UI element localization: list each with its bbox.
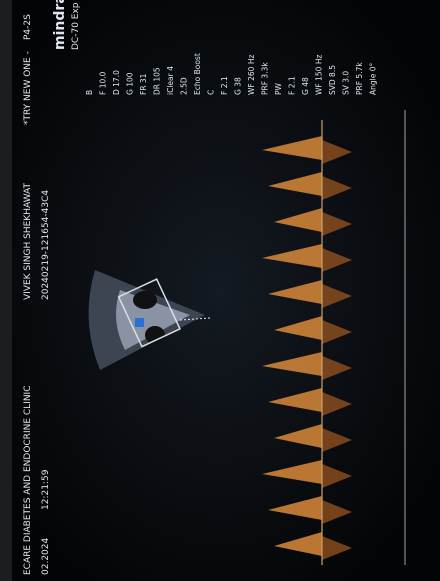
- time: 12:21:59: [41, 469, 51, 510]
- doppler-reverse: [322, 284, 352, 308]
- doppler-envelope: [274, 424, 322, 448]
- study-id: 20240219-121654-43C4: [41, 190, 51, 300]
- doppler-envelope: [262, 136, 322, 160]
- parameter: Echo Boost: [193, 53, 202, 95]
- parameter: Angle 0°: [369, 63, 378, 95]
- parameter: PRF 3.3k: [261, 62, 270, 95]
- brand: mindray: [52, 0, 68, 50]
- parameter: WF 260 Hz: [247, 55, 256, 95]
- patient-name: VIVEK SINGH SHEKHAWAT: [23, 183, 33, 300]
- doppler-reverse: [322, 248, 352, 272]
- parameter: iClear 4: [166, 66, 175, 95]
- doppler-reverse: [322, 212, 352, 236]
- parameter: PRF 5.7k: [355, 62, 364, 95]
- echo-sector: [88, 270, 211, 370]
- parameter: FR 31: [139, 73, 148, 95]
- doppler-envelope: [268, 172, 322, 196]
- doppler-reverse: [322, 356, 352, 380]
- doppler-reverse: [322, 392, 352, 416]
- doppler-envelope: [268, 388, 322, 412]
- parameter: WF 150 Hz: [315, 55, 324, 95]
- parameter: D 17.0: [112, 70, 121, 95]
- doppler-reverse: [322, 536, 352, 560]
- doppler-reverse: [322, 428, 352, 452]
- parameter: C: [207, 90, 216, 95]
- doppler-envelope: [262, 244, 322, 268]
- bezel: [0, 0, 12, 581]
- parameter: G 38: [234, 77, 243, 95]
- doppler-reverse: [322, 176, 352, 200]
- date: 02.2024: [41, 538, 51, 575]
- parameter: SV 3.0: [342, 71, 351, 95]
- doppler-envelope: [274, 316, 322, 340]
- doppler-reverse: [322, 140, 352, 164]
- parameter: 2.5D: [180, 77, 189, 95]
- doppler-envelope: [268, 280, 322, 304]
- doppler-reverse: [322, 320, 352, 344]
- parameter: F 2.1: [220, 76, 229, 95]
- parameter: DR 105: [153, 67, 162, 95]
- parameter: G 48: [301, 77, 310, 95]
- clinic-name: ECARE DIABETES AND ENDOCRINE CLINIC: [23, 386, 33, 576]
- parameter: F 2.1: [288, 76, 297, 95]
- doppler-envelope: [262, 352, 322, 376]
- parameter: SVD 8.5: [328, 65, 337, 95]
- doppler-envelope: [274, 208, 322, 232]
- doppler-spectrum: [262, 136, 352, 560]
- probe: P4-2S: [23, 14, 33, 40]
- parameter: PW: [274, 82, 283, 95]
- doppler-reverse: [322, 500, 352, 524]
- doppler-envelope: [268, 496, 322, 520]
- doppler-envelope: [262, 460, 322, 484]
- parameter: F 10.0: [99, 71, 108, 95]
- note: *TRY NEW ONE -: [23, 51, 33, 125]
- parameter: G 100: [126, 72, 135, 95]
- doppler-reverse: [322, 464, 352, 488]
- parameter: B: [85, 90, 94, 95]
- model: DC-70 Exp: [71, 2, 81, 50]
- doppler-envelope: [274, 532, 322, 556]
